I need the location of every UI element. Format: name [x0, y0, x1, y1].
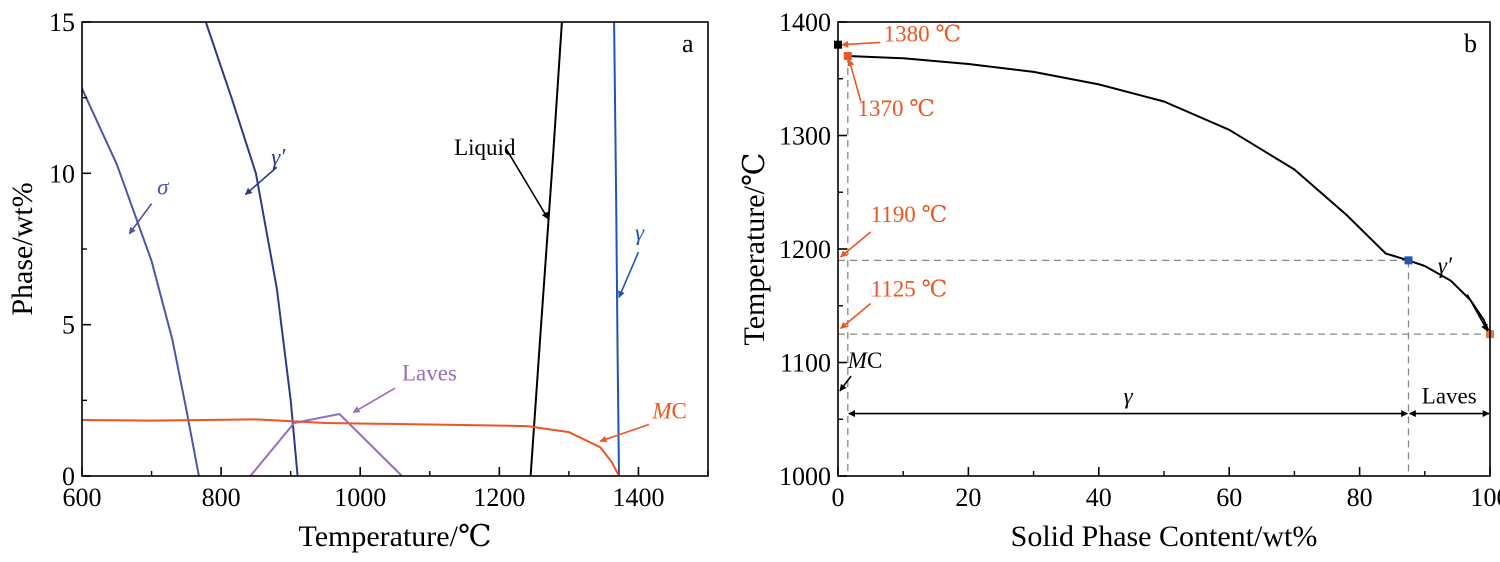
chart-b-label-t1190: 1190 ℃	[871, 202, 948, 227]
chart-a-series-gamma: γ	[613, 21, 620, 477]
chart-a-axes: 600 800 1000 1200 1400 0 5 10 15	[49, 8, 709, 512]
chart-b-x-axis-label: Solid Phase Content/wt%	[1011, 520, 1318, 553]
chart-b-y-tick-label: 1100	[780, 349, 831, 378]
chart-b-marker-m1190	[1404, 256, 1413, 265]
chart-a-x-tick-label: 1000	[334, 483, 386, 512]
chart-b-range-label-gamma: γ	[1124, 384, 1134, 409]
chart-b-x-tick-label: 0	[832, 483, 845, 512]
chart-a-arrow-mc	[599, 423, 650, 443]
chart-b-x-tick-label: 60	[1216, 483, 1242, 512]
chart-a-annotations: σ γ′ Liquid γ Laves MC	[128, 135, 687, 443]
chart-b-panel-label: b	[1464, 29, 1477, 58]
chart-b-marker-m1370	[843, 52, 852, 61]
chart-a-series-gamma_prime: γ′	[204, 21, 299, 477]
chart-b-y-tick-label: 1300	[779, 122, 831, 151]
chart-b-y-tick-label: 1200	[779, 235, 831, 264]
chart-a-y-tick-label: 0	[62, 462, 75, 491]
chart-b-label-t1370: 1370 ℃	[858, 96, 935, 121]
chart-b-annotations: 1380 ℃ 1370 ℃ 1190 ℃ 1125 ℃ MC γ′ γ Laves	[839, 21, 1490, 418]
chart-a-arrow-liquid	[505, 148, 549, 220]
chart-a-label-mc: MC	[651, 398, 687, 423]
chart-a-panel-label: a	[682, 29, 694, 58]
chart-b-y-tick-label: 1000	[779, 462, 831, 491]
chart-a-series-sigma: σ	[81, 88, 200, 477]
chart-b-label-mc: MC	[847, 348, 883, 373]
chart-b-label-gp: γ′	[1438, 253, 1453, 278]
chart-b-label-t1125: 1125 ℃	[871, 277, 948, 302]
chart-b-axes: 0 20 40 60 80 100 1000 1100 1200 1300 1400	[779, 8, 1500, 512]
chart-a-arrow-gamma	[618, 251, 640, 299]
chart-b-arrow-t1370	[847, 58, 862, 102]
chart-b-plot-frame	[837, 21, 1491, 477]
chart-a-x-tick-label: 1400	[612, 483, 664, 512]
chart-b-range-label-laves: Laves	[1422, 384, 1477, 409]
chart-b-x-tick-label: 40	[1086, 483, 1112, 512]
chart-a-label-sigma: σ	[157, 175, 170, 200]
chart-a-arrow-laves	[352, 387, 396, 414]
chart-b-extras	[838, 56, 1490, 476]
chart-a-x-tick-label: 600	[63, 483, 102, 512]
chart-b-x-tick-label: 80	[1347, 483, 1373, 512]
chart-a-x-tick-label: 800	[202, 483, 241, 512]
chart-b-arrow-mc	[839, 375, 852, 392]
chart-a-x-axis-label: Temperature/℃	[298, 520, 491, 553]
chart-b-arrow-t1380	[841, 40, 881, 48]
chart-a-series-mc: MC	[81, 418, 620, 477]
chart-a-label-liquid: Liquid	[454, 135, 516, 160]
chart-b-arrow-gp	[1466, 294, 1489, 332]
chart-b-x-tick-label: 20	[955, 483, 981, 512]
chart-a-series-liquid: Liquid	[529, 21, 563, 477]
chart-a-y-tick-label: 10	[49, 159, 75, 188]
chart-a-y-tick-label: 5	[62, 311, 75, 340]
chart-b-arrow-t1125	[840, 302, 872, 330]
chart-b-arrow-t1190	[840, 231, 872, 258]
chart-b-x-tick-label: 100	[1471, 483, 1500, 512]
chart-a-label-laves: Laves	[402, 361, 457, 386]
chart-a-label-gamma: γ	[635, 220, 645, 245]
chart-a-arrow-gamma_prime	[244, 166, 278, 196]
chart-a-arrow-sigma	[128, 203, 153, 235]
chart-b-y-tick-label: 1400	[779, 8, 831, 37]
chart-b-label-t1380: 1380 ℃	[884, 21, 961, 46]
chart-b-y-axis-label: Temperature/℃	[738, 152, 771, 345]
chart-a-x-tick-label: 1200	[473, 483, 525, 512]
chart-a-y-tick-label: 15	[49, 8, 75, 37]
chart-b-series-solidification: solidification curve	[847, 55, 1491, 335]
chart-a-y-axis-label: Phase/wt%	[6, 182, 39, 315]
chart-a-label-gamma_prime: γ′	[271, 144, 286, 169]
chart-a-series-laves: Laves	[249, 413, 403, 477]
